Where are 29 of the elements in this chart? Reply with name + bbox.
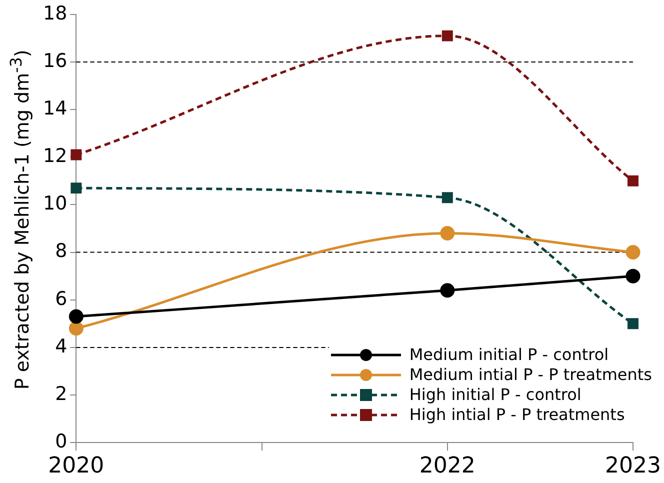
- point: [68, 309, 84, 324]
- y-tick-label: 8: [55, 240, 68, 262]
- x-tick-label: 2022: [419, 454, 476, 479]
- point: [626, 245, 640, 260]
- point: [442, 192, 453, 204]
- legend-label: High initial P - control: [409, 385, 582, 405]
- point: [628, 318, 638, 330]
- point: [440, 226, 455, 241]
- y-tick-label: 0: [55, 430, 68, 453]
- point: [626, 268, 640, 284]
- legend-label: Medium initial P - control: [409, 345, 609, 365]
- point: [70, 182, 82, 194]
- y-tick-label: 2: [55, 382, 68, 405]
- y-tick-label: 16: [42, 50, 68, 72]
- y-tick-label: 4: [55, 335, 68, 358]
- point: [440, 283, 455, 298]
- y-tick-label: 14: [42, 97, 68, 120]
- legend-label: Medium intial P - P treatments: [409, 365, 652, 385]
- y-tick-label: 6: [55, 288, 68, 310]
- x-tick-label: 2020: [48, 454, 104, 479]
- point: [628, 175, 638, 186]
- point: [68, 321, 84, 336]
- y-tick-label: 12: [42, 145, 68, 168]
- y-tick-label: 18: [42, 2, 68, 24]
- point: [70, 149, 82, 160]
- legend-label: High intial P - P treatments: [409, 405, 625, 425]
- point: [442, 30, 453, 42]
- x-tick-label: 2023: [605, 454, 662, 479]
- y-tick-label: 10: [42, 192, 68, 215]
